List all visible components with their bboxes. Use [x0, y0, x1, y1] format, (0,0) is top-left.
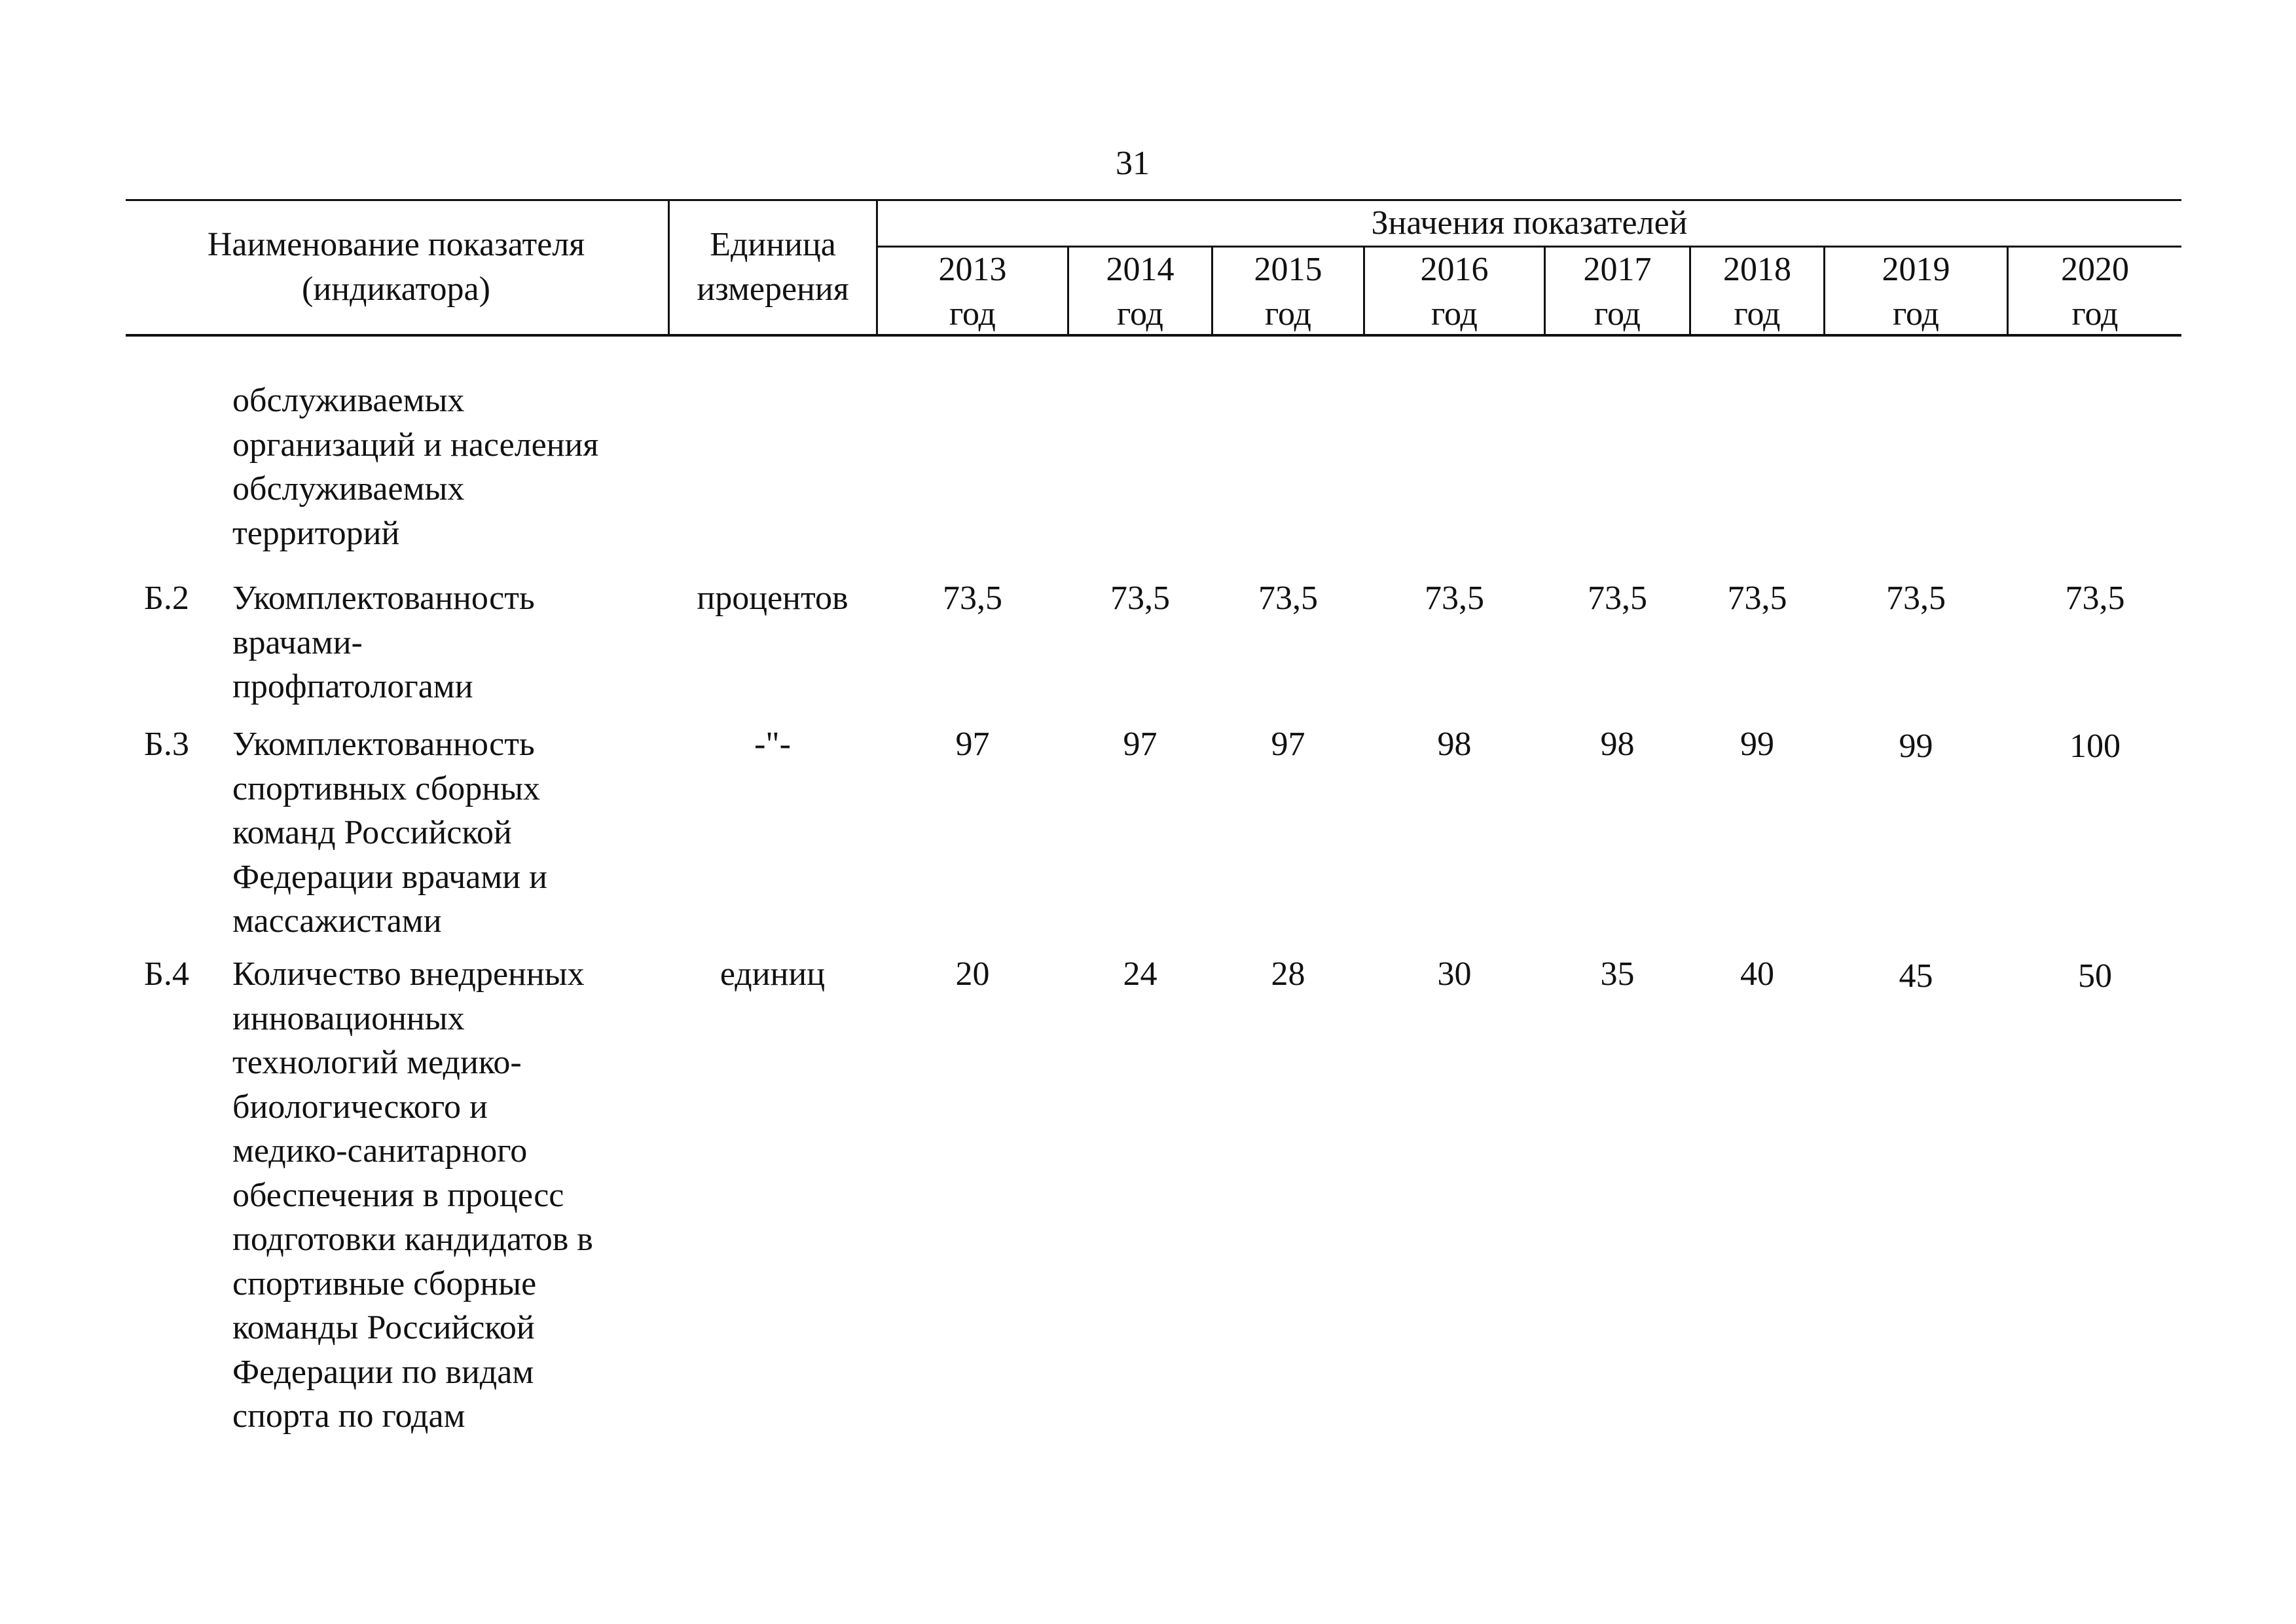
values-group-rule [877, 246, 2181, 248]
row-unit: единиц [720, 955, 826, 993]
row-value-2013: 97 [955, 726, 990, 763]
column-divider [1823, 246, 1825, 335]
row-value-2013: 20 [955, 955, 990, 993]
column-divider [876, 199, 878, 335]
column-divider [1211, 246, 1213, 335]
table-top-rule [126, 199, 2181, 201]
header-year-2013: 2013 год [938, 251, 1007, 333]
header-values-group: Значения показателей [1371, 204, 1688, 242]
header-year-2020: 2020 год [2061, 251, 2129, 333]
header-indicator-name: Наименование показателя (индикатора) [207, 226, 585, 308]
continued-indicator-name: обслуживаемых организаций и населения об… [232, 382, 599, 552]
row-value-2014: 73,5 [1110, 580, 1170, 617]
header-year-2016: 2016 год [1420, 251, 1489, 333]
header-year-2018: 2018 год [1723, 251, 1791, 333]
row-value-2017: 98 [1600, 726, 1635, 763]
row-value-2016: 73,5 [1425, 580, 1484, 617]
row-indicator-name: Укомплектованность врачами- профпатолога… [232, 580, 535, 705]
row-unit: -"- [754, 726, 791, 763]
row-value-2015: 28 [1271, 955, 1305, 993]
row-value-2018: 73,5 [1727, 580, 1787, 617]
page-number: 31 [1116, 145, 1150, 182]
column-divider [668, 199, 670, 335]
column-divider [1067, 246, 1069, 335]
row-unit: процентов [697, 580, 848, 617]
row-value-2020: 50 [2078, 957, 2112, 995]
row-value-2020: 73,5 [2065, 580, 2125, 617]
row-value-2016: 98 [1437, 726, 1472, 763]
row-value-2019: 45 [1899, 957, 1933, 995]
row-value-2015: 97 [1271, 726, 1305, 763]
row-value-2017: 73,5 [1588, 580, 1647, 617]
row-value-2014: 97 [1123, 726, 1157, 763]
column-divider [1689, 246, 1691, 335]
row-value-2017: 35 [1600, 955, 1635, 993]
row-value-2018: 99 [1740, 726, 1774, 763]
row-code: Б.2 [144, 580, 189, 617]
row-indicator-name: Укомплектованность спортивных сборных ко… [232, 726, 547, 940]
header-unit: Единица измерения [697, 226, 849, 308]
row-value-2014: 24 [1123, 955, 1157, 993]
row-value-2018: 40 [1740, 955, 1774, 993]
row-value-2013: 73,5 [943, 580, 1002, 617]
column-divider [1544, 246, 1546, 335]
column-divider [1363, 246, 1365, 335]
row-code: Б.3 [144, 726, 189, 763]
row-code: Б.4 [144, 955, 189, 993]
header-bottom-rule [126, 334, 2181, 337]
row-value-2019: 73,5 [1886, 580, 1946, 617]
column-divider [2007, 246, 2009, 335]
row-value-2019: 99 [1899, 728, 1933, 765]
row-indicator-name: Количество внедренных инновационных техн… [232, 955, 593, 1435]
header-year-2015: 2015 год [1254, 251, 1322, 333]
row-value-2015: 73,5 [1258, 580, 1318, 617]
header-year-2019: 2019 год [1882, 251, 1950, 333]
header-year-2014: 2014 год [1106, 251, 1175, 333]
header-year-2017: 2017 год [1583, 251, 1652, 333]
row-value-2020: 100 [2069, 728, 2121, 765]
row-value-2016: 30 [1437, 955, 1472, 993]
